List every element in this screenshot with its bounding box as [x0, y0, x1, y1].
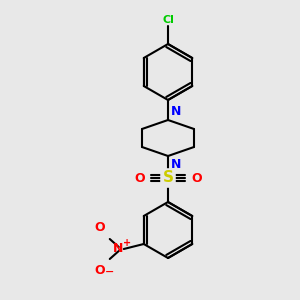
Text: S: S — [163, 170, 173, 185]
Text: Cl: Cl — [162, 15, 174, 25]
Text: O: O — [94, 221, 105, 234]
Text: N: N — [112, 242, 123, 256]
Text: +: + — [123, 238, 131, 248]
Text: O: O — [191, 172, 202, 184]
Text: N: N — [171, 158, 181, 171]
Text: O: O — [134, 172, 145, 184]
Text: −: − — [105, 267, 114, 277]
Text: N: N — [171, 105, 181, 118]
Text: O: O — [94, 264, 105, 277]
